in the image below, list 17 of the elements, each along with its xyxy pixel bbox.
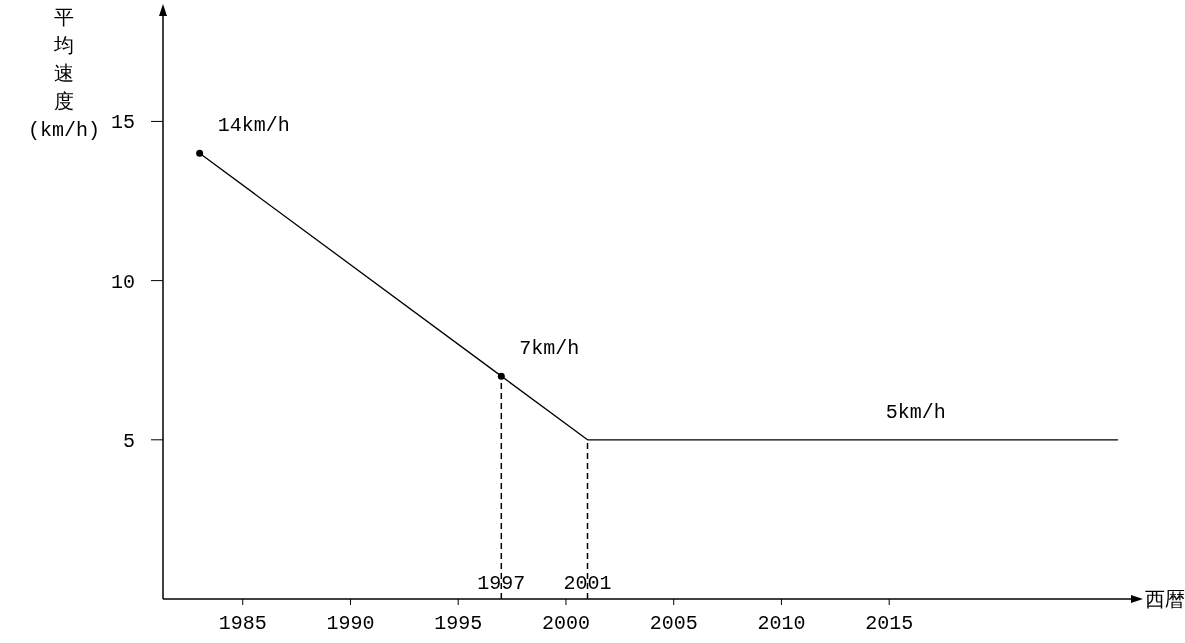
x-tick-label: 2000 xyxy=(541,612,590,635)
x-tick-label: 2010 xyxy=(757,612,806,635)
x-tick-label: 1995 xyxy=(434,612,483,635)
annotation: 5km/h xyxy=(885,400,946,424)
y-tick-label: 15 xyxy=(110,111,135,135)
x-tick-label: 1990 xyxy=(326,612,375,635)
y-tick-label: 5 xyxy=(122,429,135,453)
x-tick-label: 2015 xyxy=(865,612,914,635)
y-tick-label: 10 xyxy=(110,270,135,294)
x-tick-label: 1985 xyxy=(218,612,267,635)
annotation: 7km/h xyxy=(519,337,580,361)
ref-line-label: 2001 xyxy=(563,572,612,595)
y-axis-title: 平均速度(km/h) xyxy=(27,7,101,142)
x-tick-label: 2005 xyxy=(649,612,698,635)
ref-line-label: 1997 xyxy=(477,572,526,595)
x-axis-title: 西暦 xyxy=(1145,589,1185,612)
annotation: 14km/h xyxy=(217,114,290,138)
